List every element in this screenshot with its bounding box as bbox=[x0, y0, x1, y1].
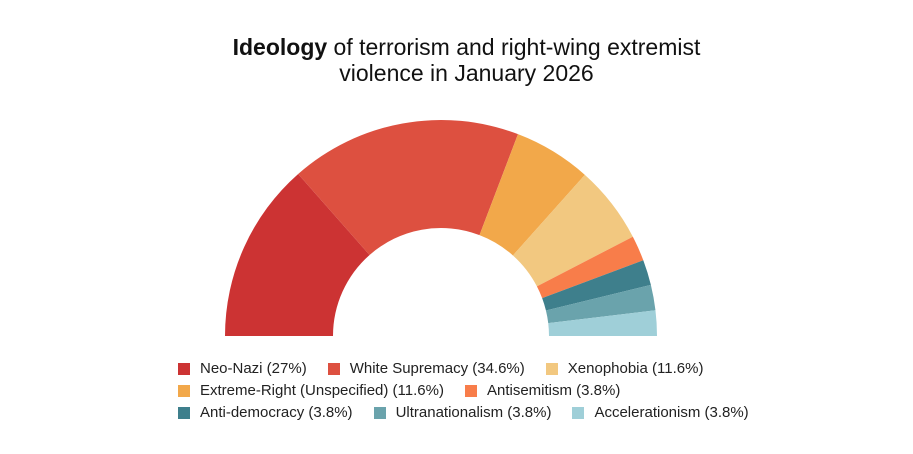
slice-white-supremacy[interactable] bbox=[298, 119, 518, 255]
legend-row-1: Neo-Nazi (27%) White Supremacy (34.6%) X… bbox=[178, 358, 878, 379]
legend: Neo-Nazi (27%) White Supremacy (34.6%) X… bbox=[178, 358, 878, 424]
slice-antisemitism[interactable] bbox=[536, 236, 644, 299]
slice-ultranationalism[interactable] bbox=[545, 284, 656, 324]
legend-item-xenophobia[interactable]: Xenophobia (11.6%) bbox=[545, 360, 704, 377]
legend-label: Neo-Nazi (27%) bbox=[200, 360, 307, 377]
legend-item-antisemitism[interactable]: Antisemitism (3.8%) bbox=[464, 382, 621, 399]
chart-title: Ideology of terrorism and right-wing ext… bbox=[0, 34, 913, 86]
legend-swatch bbox=[572, 406, 585, 419]
legend-item-accelerationism[interactable]: Accelerationism (3.8%) bbox=[572, 404, 749, 421]
legend-swatch bbox=[178, 384, 190, 397]
legend-item-ultranationalism[interactable]: Ultranationalism (3.8%) bbox=[373, 404, 552, 421]
title-line-1: Ideology of terrorism and right-wing ext… bbox=[0, 34, 913, 60]
legend-swatch bbox=[464, 384, 477, 397]
legend-item-extreme-right[interactable]: Extreme-Right (Unspecified) (11.6%) bbox=[178, 382, 444, 399]
slice-anti-democracy[interactable] bbox=[542, 260, 651, 311]
slice-accelerationism[interactable] bbox=[548, 310, 657, 336]
legend-item-white-supremacy[interactable]: White Supremacy (34.6%) bbox=[327, 360, 525, 377]
legend-label: Xenophobia (11.6%) bbox=[567, 360, 704, 377]
title-rest: of terrorism and right-wing extremist bbox=[333, 34, 701, 60]
legend-label: White Supremacy (34.6%) bbox=[349, 360, 525, 377]
legend-swatch bbox=[327, 362, 340, 375]
legend-label: Antisemitism (3.8%) bbox=[486, 382, 621, 399]
title-line-2: violence in January 2026 bbox=[339, 60, 594, 86]
legend-swatch bbox=[178, 362, 190, 375]
legend-label: Anti-democracy (3.8%) bbox=[200, 404, 353, 421]
title-bold-part: Ideology bbox=[232, 34, 328, 60]
legend-swatch bbox=[178, 406, 190, 419]
legend-label: Ultranationalism (3.8%) bbox=[395, 404, 552, 421]
slice-xenophobia[interactable] bbox=[512, 174, 633, 287]
slice-neo-nazi[interactable] bbox=[225, 173, 370, 336]
legend-row-2: Extreme-Right (Unspecified) (11.6%) Anti… bbox=[178, 380, 878, 401]
legend-label: Accelerationism (3.8%) bbox=[594, 404, 749, 421]
legend-item-neo-nazi[interactable]: Neo-Nazi (27%) bbox=[178, 360, 307, 377]
legend-row-3: Anti-democracy (3.8%) Ultranationalism (… bbox=[178, 402, 878, 423]
legend-item-anti-democracy[interactable]: Anti-democracy (3.8%) bbox=[178, 404, 353, 421]
legend-swatch bbox=[373, 406, 386, 419]
slice-extreme-right-unspecified[interactable] bbox=[479, 134, 585, 256]
legend-swatch bbox=[545, 362, 558, 375]
legend-label: Extreme-Right (Unspecified) (11.6%) bbox=[200, 382, 444, 399]
